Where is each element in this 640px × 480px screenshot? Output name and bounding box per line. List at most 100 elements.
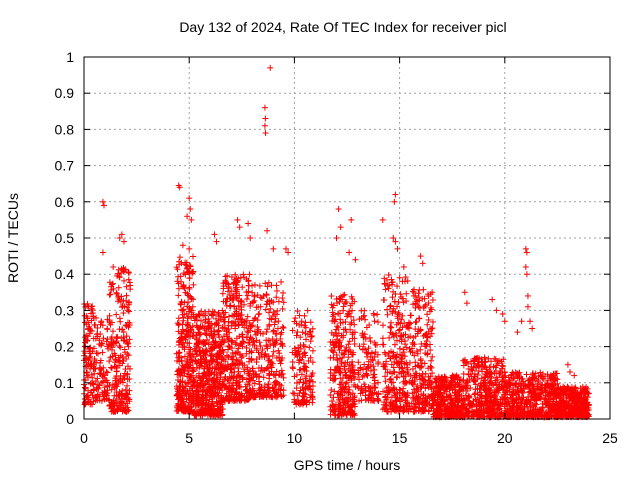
- data-point: [263, 292, 270, 299]
- data-point: [98, 318, 105, 325]
- data-point: [114, 272, 121, 279]
- data-point: [127, 282, 134, 289]
- data-point: [256, 310, 263, 317]
- data-point: [346, 338, 353, 345]
- data-point: [186, 399, 193, 406]
- data-point: [91, 357, 98, 364]
- data-point: [261, 122, 268, 129]
- data-point: [256, 282, 263, 289]
- data-point: [187, 346, 194, 353]
- data-point: [496, 370, 503, 377]
- x-tick-label: 20: [497, 430, 513, 446]
- data-point: [116, 343, 123, 350]
- data-point: [184, 303, 191, 310]
- data-point: [371, 318, 378, 325]
- data-point: [335, 206, 342, 213]
- data-point: [116, 274, 123, 281]
- data-point: [118, 293, 125, 300]
- data-point: [88, 371, 95, 378]
- data-point: [243, 296, 250, 303]
- data-point: [117, 298, 124, 305]
- data-point: [97, 366, 104, 373]
- data-point: [125, 340, 132, 347]
- data-point: [175, 280, 182, 287]
- data-point: [119, 387, 126, 394]
- data-point: [501, 318, 508, 325]
- data-point: [211, 231, 218, 238]
- data-point: [98, 371, 105, 378]
- data-point: [122, 402, 129, 409]
- data-point: [186, 275, 193, 282]
- data-point: [418, 363, 425, 370]
- data-point: [346, 249, 353, 256]
- data-point: [386, 334, 393, 341]
- data-point: [100, 335, 107, 342]
- y-tick-label: 0.3: [55, 302, 75, 318]
- data-point: [124, 370, 131, 377]
- data-point: [93, 385, 100, 392]
- data-point: [275, 298, 282, 305]
- y-tick-label: 0.4: [55, 266, 75, 282]
- data-point: [85, 357, 92, 364]
- data-point: [87, 350, 94, 357]
- data-point: [109, 353, 116, 360]
- data-point: [123, 292, 130, 299]
- data-point: [177, 383, 184, 390]
- data-point: [89, 303, 96, 310]
- data-point: [462, 392, 469, 399]
- data-point: [100, 202, 107, 209]
- data-point: [270, 348, 277, 355]
- data-point: [219, 290, 226, 297]
- data-point: [179, 399, 186, 406]
- x-tick-label: 0: [80, 430, 88, 446]
- data-point: [108, 399, 115, 406]
- data-point: [292, 315, 299, 322]
- data-point: [93, 314, 100, 321]
- data-point: [120, 310, 127, 317]
- data-point: [173, 350, 180, 357]
- data-point: [116, 393, 123, 400]
- data-point: [524, 303, 531, 310]
- data-point: [121, 375, 128, 382]
- data-point: [88, 389, 95, 396]
- x-tick-label: 10: [287, 430, 303, 446]
- data-point: [124, 341, 131, 348]
- data-point: [429, 370, 436, 377]
- data-point: [99, 391, 106, 398]
- data-point: [179, 326, 186, 333]
- data-point: [408, 312, 415, 319]
- data-point: [106, 279, 113, 286]
- data-point: [119, 326, 126, 333]
- data-point: [126, 308, 133, 315]
- data-point: [297, 376, 304, 383]
- data-point: [84, 300, 91, 307]
- data-point: [96, 364, 103, 371]
- data-point: [181, 299, 188, 306]
- data-point: [301, 312, 308, 319]
- x-tick-label: 15: [392, 430, 408, 446]
- data-point: [183, 361, 190, 368]
- data-point: [92, 365, 99, 372]
- data-point: [379, 335, 386, 342]
- data-point: [181, 370, 188, 377]
- data-point: [419, 260, 426, 267]
- data-point: [421, 360, 428, 367]
- data-point: [119, 353, 126, 360]
- data-point: [370, 312, 377, 319]
- data-point: [109, 400, 116, 407]
- data-point: [116, 376, 123, 383]
- data-point: [179, 390, 186, 397]
- data-point: [179, 321, 186, 328]
- data-point: [180, 317, 187, 324]
- data-point: [304, 307, 311, 314]
- data-point: [355, 359, 362, 366]
- data-point: [83, 362, 90, 369]
- data-point: [98, 342, 105, 349]
- data-point: [187, 206, 194, 213]
- data-point: [262, 130, 269, 137]
- data-point: [109, 344, 116, 351]
- data-point: [244, 292, 251, 299]
- data-point: [111, 408, 118, 415]
- data-point: [115, 284, 122, 291]
- data-point: [104, 325, 111, 332]
